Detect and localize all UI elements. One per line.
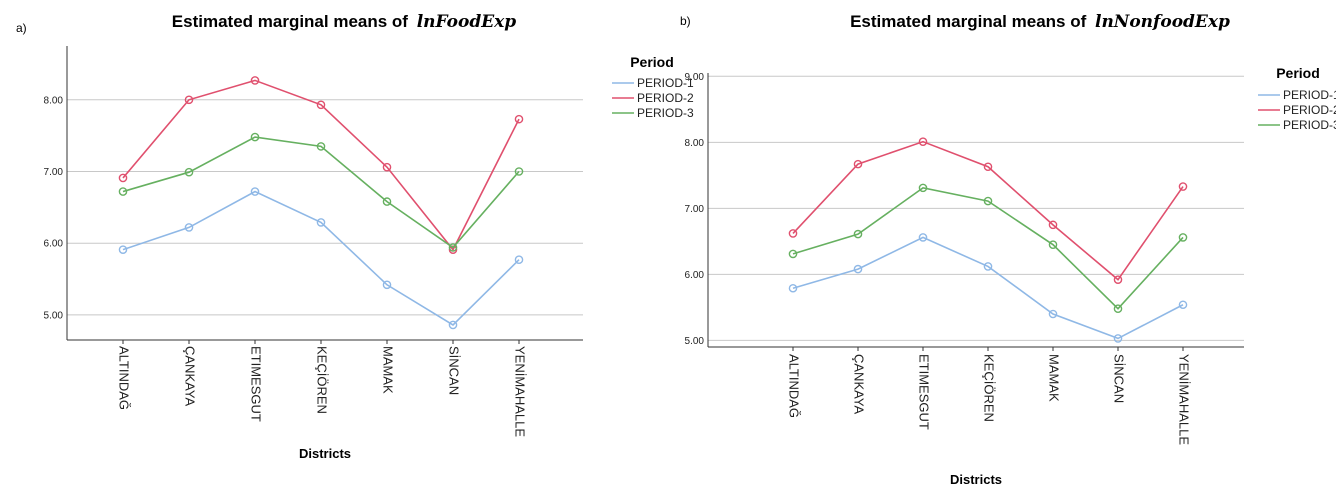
data-point: [382, 197, 392, 206]
x-tick-label: ÇANKAYA: [852, 354, 867, 415]
chart-title: Estimated marginal means of lnNonfoodExp: [850, 12, 1230, 32]
x-tick-label: MAMAK: [1047, 354, 1062, 402]
panel-label: a): [16, 21, 27, 35]
x-tick-label: KEÇİÖREN: [315, 346, 330, 414]
legend-entry: PERIOD-3: [1283, 118, 1336, 132]
legend-entry: PERIOD-1: [637, 76, 694, 90]
data-point: [184, 223, 194, 232]
x-tick-label: YENİMAHALLE: [513, 346, 528, 437]
data-point: [1048, 220, 1058, 230]
data-point: [250, 187, 260, 196]
y-tick-label: 5.00: [685, 336, 705, 347]
series-line: [122, 190, 520, 326]
series-line: [792, 236, 1184, 340]
data-point: [448, 243, 458, 252]
legend-entry: PERIOD-2: [637, 91, 694, 105]
y-tick-label: 7.00: [44, 167, 64, 178]
legend-entry: PERIOD-1: [1283, 88, 1336, 102]
x-tick-label: ETIMESGUT: [917, 354, 932, 430]
series-period-1: [788, 233, 1188, 343]
x-tick-label: SİNCAN: [1112, 354, 1127, 403]
data-point: [853, 229, 863, 239]
data-point: [316, 100, 326, 110]
y-tick-label: 6.00: [685, 270, 705, 281]
data-point: [514, 114, 524, 124]
chart-title-prefix: Estimated marginal means of: [172, 12, 413, 31]
series-line: [792, 140, 1184, 281]
data-point: [1113, 275, 1123, 284]
data-point: [316, 142, 326, 151]
series-period-2: [788, 137, 1188, 284]
series-period-1: [118, 187, 524, 330]
legend-entry: PERIOD-2: [1283, 103, 1336, 117]
data-point: [250, 132, 260, 142]
data-point: [1178, 300, 1188, 310]
legend-title: Period: [630, 54, 674, 70]
chart-title-prefix: Estimated marginal means of: [850, 12, 1091, 31]
x-tick-label: SİNCAN: [447, 346, 462, 395]
y-tick-label: 9.00: [685, 72, 705, 83]
data-point: [514, 255, 524, 264]
x-tick-label: MAMAK: [381, 346, 396, 394]
chart-title-variable: lnNonfoodExp: [1095, 12, 1230, 32]
series-line: [792, 187, 1184, 310]
data-point: [448, 320, 458, 330]
y-tick-label: 5.00: [44, 310, 64, 321]
data-point: [983, 196, 993, 206]
chart-panel-a: a) Estimated marginal means of lnFoodExp 5…: [16, 12, 694, 461]
data-point: [250, 76, 260, 85]
data-point: [918, 137, 928, 146]
series-period-3: [788, 183, 1188, 314]
chart-title-variable: lnFoodExp: [417, 12, 517, 32]
data-point: [1048, 309, 1058, 319]
data-point: [788, 283, 798, 293]
x-tick-label: ALTINDAĞ: [117, 346, 132, 410]
series-line: [122, 79, 520, 252]
series-period-3: [118, 132, 524, 252]
data-point: [118, 173, 128, 183]
y-tick-label: 8.00: [44, 95, 64, 106]
data-point: [1178, 182, 1188, 191]
panel-label: b): [680, 14, 691, 28]
legend-entry: PERIOD-3: [637, 106, 694, 120]
data-point: [184, 95, 194, 105]
data-point: [382, 162, 392, 172]
x-axis-label: Districts: [299, 446, 351, 461]
chart-title: Estimated marginal means of lnFoodExp: [172, 12, 517, 32]
data-point: [1113, 334, 1123, 343]
x-tick-label: ETIMESGUT: [249, 346, 264, 422]
data-point: [853, 264, 863, 274]
data-point: [184, 167, 194, 177]
data-point: [983, 262, 993, 271]
x-tick-label: YENİMAHALLE: [1177, 354, 1192, 445]
x-axis-label: Districts: [950, 472, 1002, 487]
data-point: [316, 218, 326, 227]
y-tick-label: 7.00: [685, 204, 705, 215]
chart-panel-b: b) Estimated marginal means of lnNonfoodE…: [680, 12, 1336, 487]
series-period-2: [118, 76, 524, 254]
series-line: [122, 136, 520, 249]
data-point: [1113, 304, 1123, 314]
x-tick-label: KEÇİÖREN: [982, 354, 997, 422]
data-point: [1178, 233, 1188, 242]
data-point: [788, 229, 798, 238]
x-tick-label: ALTINDAĞ: [787, 354, 802, 418]
data-point: [788, 249, 798, 259]
y-tick-label: 6.00: [44, 239, 64, 250]
data-point: [118, 187, 128, 196]
data-point: [918, 233, 928, 242]
data-point: [918, 183, 928, 193]
y-tick-label: 8.00: [685, 138, 705, 149]
data-point: [983, 162, 993, 172]
data-point: [118, 245, 128, 254]
data-point: [514, 167, 524, 176]
x-tick-label: ÇANKAYA: [183, 346, 198, 407]
data-point: [853, 159, 863, 169]
legend-title: Period: [1276, 65, 1320, 81]
data-point: [1048, 240, 1058, 249]
data-point: [382, 280, 392, 290]
